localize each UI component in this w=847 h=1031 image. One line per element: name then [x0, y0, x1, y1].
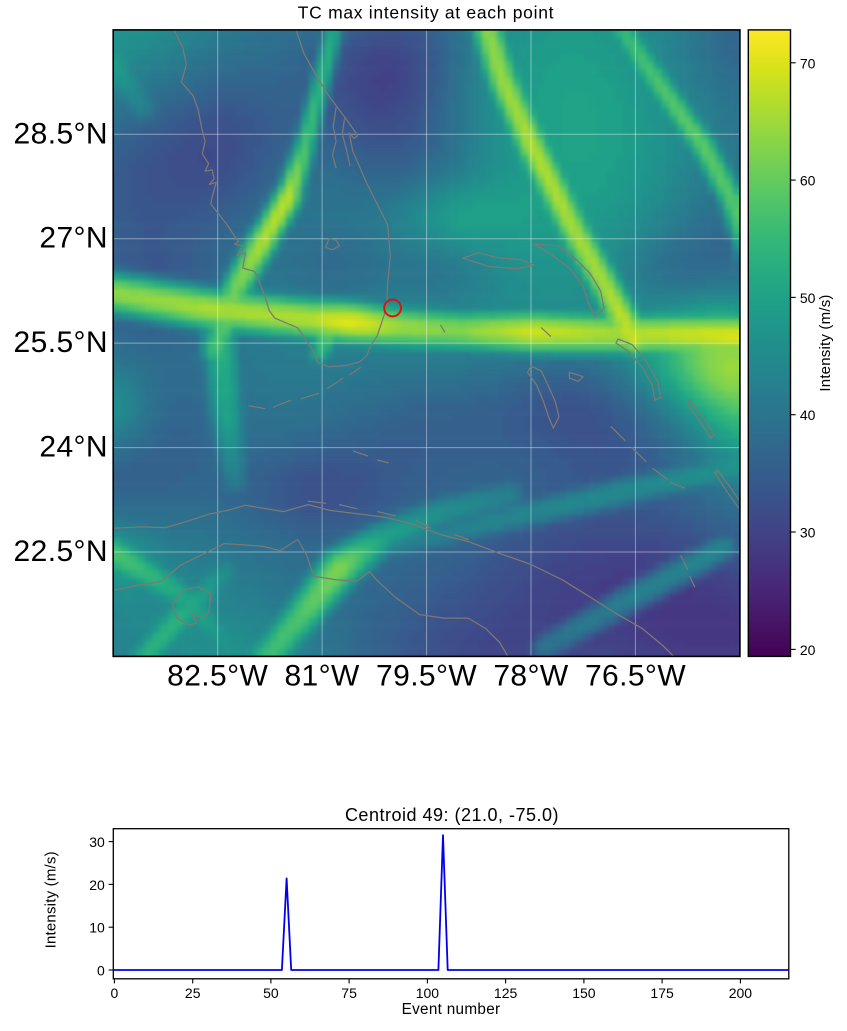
svg-text:24°N: 24°N — [39, 431, 108, 464]
svg-text:Intensity (m/s): Intensity (m/s) — [817, 294, 834, 391]
svg-text:0: 0 — [111, 985, 119, 1001]
svg-text:81°W: 81°W — [284, 660, 360, 693]
svg-text:Centroid 49: (21.0, -75.0): Centroid 49: (21.0, -75.0) — [345, 805, 559, 825]
svg-text:75: 75 — [341, 985, 357, 1001]
svg-text:28.5°N: 28.5°N — [14, 117, 108, 150]
svg-text:150: 150 — [572, 985, 596, 1001]
svg-text:20: 20 — [89, 877, 105, 893]
svg-text:100: 100 — [416, 985, 440, 1001]
svg-text:TC max intensity at each point: TC max intensity at each point — [298, 3, 554, 23]
svg-text:0: 0 — [97, 963, 105, 979]
svg-text:50: 50 — [263, 985, 279, 1001]
svg-text:76.5°W: 76.5°W — [585, 660, 686, 693]
svg-text:30: 30 — [89, 834, 105, 850]
svg-text:27°N: 27°N — [39, 222, 108, 255]
svg-text:79.5°W: 79.5°W — [376, 660, 477, 693]
svg-text:Intensity (m/s): Intensity (m/s) — [43, 851, 60, 948]
svg-text:22.5°N: 22.5°N — [14, 535, 108, 568]
svg-text:125: 125 — [494, 985, 518, 1001]
svg-text:40: 40 — [800, 407, 816, 423]
svg-text:10: 10 — [89, 920, 105, 936]
svg-text:30: 30 — [800, 525, 816, 541]
svg-text:200: 200 — [729, 985, 753, 1001]
svg-text:82.5°W: 82.5°W — [167, 660, 268, 693]
svg-text:50: 50 — [800, 290, 816, 306]
svg-text:78°W: 78°W — [493, 660, 569, 693]
svg-text:20: 20 — [800, 642, 816, 658]
svg-text:70: 70 — [800, 55, 816, 71]
svg-text:Event number: Event number — [402, 1001, 501, 1018]
svg-text:25.5°N: 25.5°N — [14, 326, 108, 359]
svg-text:25: 25 — [185, 985, 201, 1001]
svg-text:60: 60 — [800, 173, 816, 189]
svg-text:175: 175 — [650, 985, 674, 1001]
